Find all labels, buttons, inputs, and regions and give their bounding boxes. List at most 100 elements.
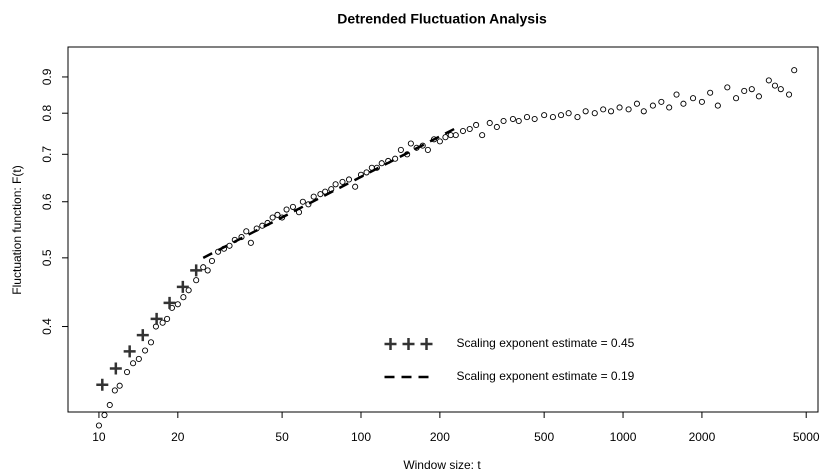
point xyxy=(557,112,565,119)
point xyxy=(332,181,339,188)
point xyxy=(373,164,380,171)
point xyxy=(748,86,755,93)
point xyxy=(142,347,149,354)
point xyxy=(305,201,312,208)
point xyxy=(649,102,656,109)
point xyxy=(565,110,572,117)
point xyxy=(436,138,443,145)
point xyxy=(680,100,687,107)
point xyxy=(473,121,480,129)
point xyxy=(616,104,623,111)
point xyxy=(479,132,486,139)
point xyxy=(666,104,673,111)
point xyxy=(582,108,589,115)
point xyxy=(707,89,714,96)
point xyxy=(208,257,216,264)
x-tick-label: 500 xyxy=(534,430,554,444)
point xyxy=(238,233,245,241)
point xyxy=(352,183,359,190)
point xyxy=(339,178,346,185)
point xyxy=(574,114,581,121)
point xyxy=(690,95,697,102)
point xyxy=(424,146,431,153)
point xyxy=(392,155,399,162)
point xyxy=(509,115,516,123)
point xyxy=(123,368,131,376)
plus-point xyxy=(163,296,176,309)
point xyxy=(247,239,254,246)
x-tick-label: 50 xyxy=(275,430,289,444)
point xyxy=(549,114,556,121)
x-tick-label: 1000 xyxy=(610,430,637,444)
point xyxy=(310,193,317,200)
point xyxy=(269,214,276,221)
point xyxy=(95,422,102,429)
x-tick-label: 200 xyxy=(430,430,450,444)
point xyxy=(130,360,137,367)
point xyxy=(397,146,404,153)
point xyxy=(724,84,731,91)
point xyxy=(500,117,507,125)
point xyxy=(452,132,459,139)
point xyxy=(541,112,548,119)
point xyxy=(243,228,250,235)
plus-point xyxy=(176,280,189,293)
legend-symbol xyxy=(402,338,415,350)
point xyxy=(200,264,207,271)
point xyxy=(180,294,187,301)
point xyxy=(658,98,665,105)
chart-title: Detrended Fluctuation Analysis xyxy=(337,11,547,27)
plus-point xyxy=(96,378,109,391)
x-tick-label: 20 xyxy=(171,430,185,444)
legend-symbol xyxy=(384,338,397,350)
point xyxy=(174,301,181,308)
plus-point xyxy=(190,264,203,277)
point xyxy=(226,242,233,249)
point xyxy=(607,108,615,115)
point xyxy=(101,412,108,419)
point xyxy=(791,67,798,74)
point xyxy=(289,203,296,210)
point xyxy=(159,319,166,326)
point xyxy=(363,169,370,176)
point xyxy=(777,86,784,93)
y-axis-label: Fluctuation function: F(t) xyxy=(10,165,24,294)
point xyxy=(466,125,473,133)
point xyxy=(459,127,467,135)
point xyxy=(274,211,281,218)
point xyxy=(493,123,500,131)
x-axis-label: Window size: t xyxy=(403,458,481,472)
plot-frame xyxy=(67,46,819,413)
x-tick-label: 5000 xyxy=(793,430,820,444)
point xyxy=(447,132,454,139)
x-tick-label: 2000 xyxy=(689,430,716,444)
plus-point xyxy=(123,345,136,358)
point xyxy=(283,206,290,213)
point xyxy=(633,100,640,107)
y-tick-label: 0.9 xyxy=(40,68,54,85)
legend-label: Scaling exponent estimate = 0.45 xyxy=(457,336,635,350)
x-tick-label: 100 xyxy=(351,430,371,444)
point xyxy=(193,277,200,284)
point xyxy=(531,115,538,123)
point xyxy=(111,387,118,394)
point xyxy=(741,87,748,94)
x-tick-label: 10 xyxy=(92,430,106,444)
point xyxy=(765,77,772,84)
plus-point xyxy=(109,362,122,375)
plus-point xyxy=(150,312,163,325)
point xyxy=(486,119,493,127)
legend-label: Scaling exponent estimate = 0.19 xyxy=(457,369,635,383)
point xyxy=(345,176,353,183)
point xyxy=(591,110,598,117)
point xyxy=(106,401,113,409)
point xyxy=(771,82,779,89)
y-tick-label: 0.8 xyxy=(40,105,54,122)
point xyxy=(116,382,123,389)
point xyxy=(673,91,680,98)
point xyxy=(204,267,211,274)
point xyxy=(640,108,647,115)
y-tick-label: 0.6 xyxy=(40,193,54,210)
